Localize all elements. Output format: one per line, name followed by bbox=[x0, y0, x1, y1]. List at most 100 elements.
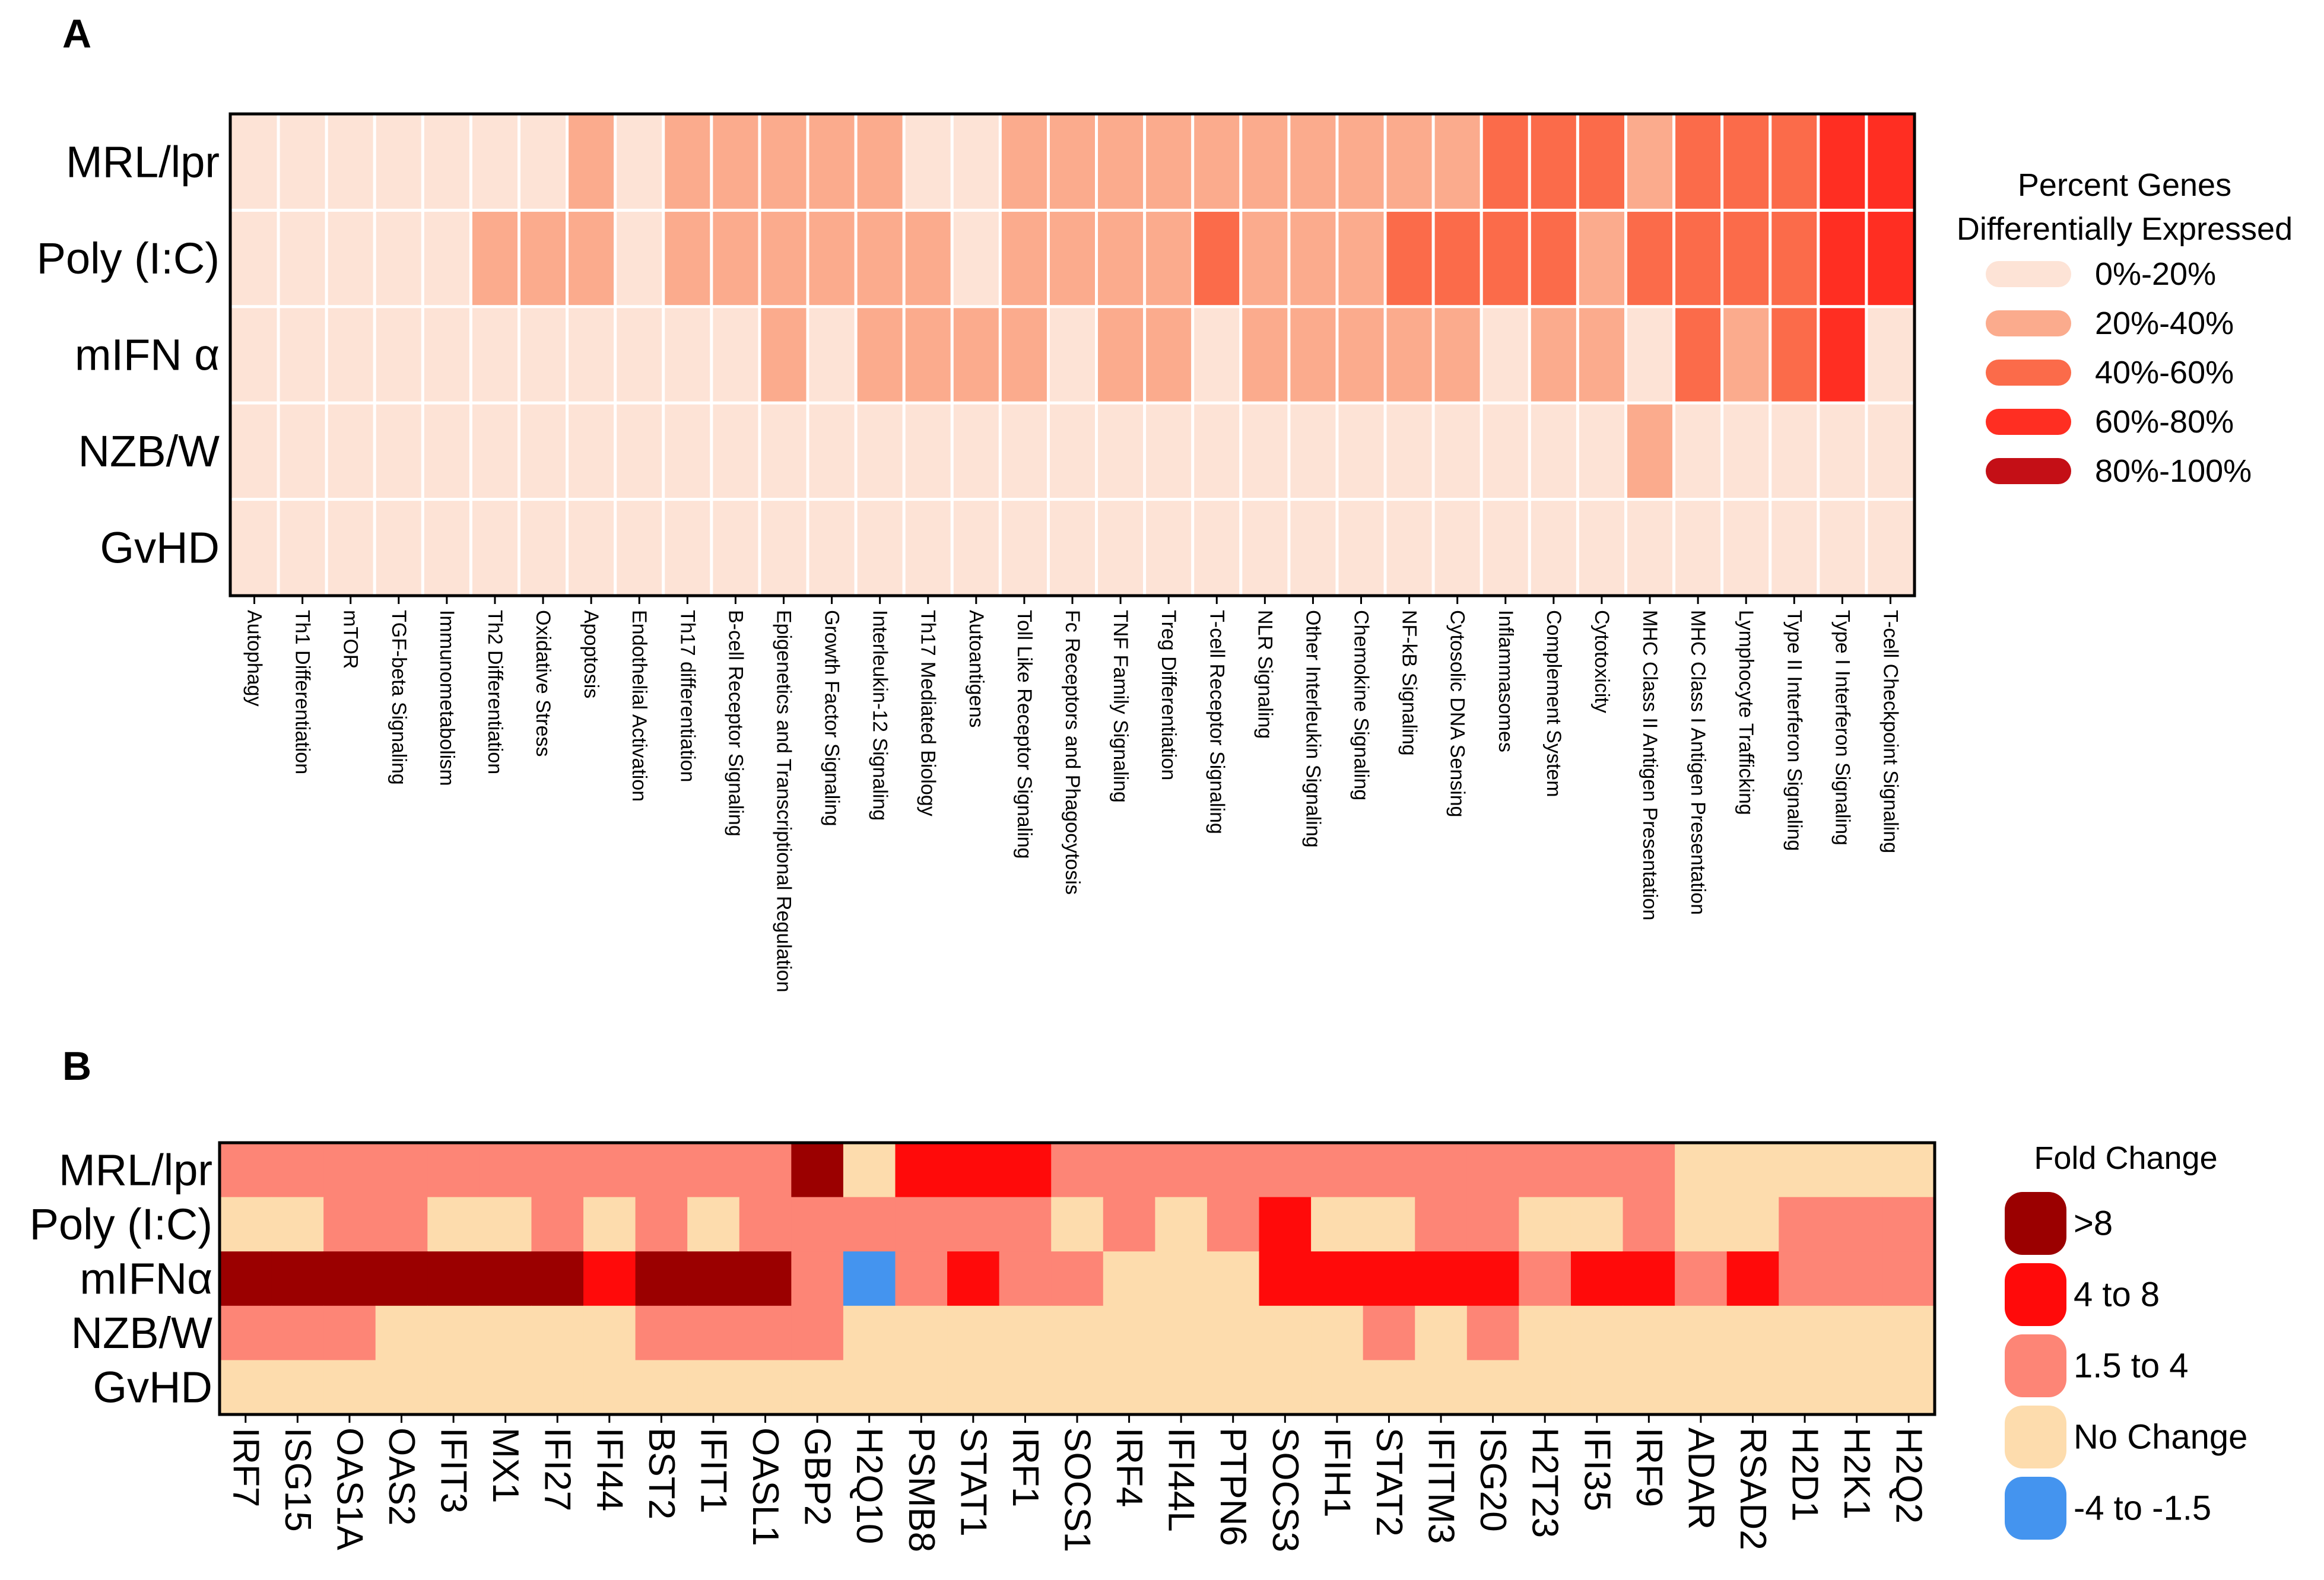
heatmap-b-cell-gvhd-bst2 bbox=[635, 1360, 688, 1415]
heatmap-a-cell-poly-i-c-fc-receptors-and-phagocytosis bbox=[1046, 208, 1098, 309]
heatmap-a-cell-nzb-w-t-cell-checkpoint-signaling bbox=[1865, 401, 1916, 501]
column-label-b-ifit3: IFIT3 bbox=[433, 1428, 474, 1514]
heatmap-a-cell-poly-i-c-epigenetics-and-transcriptional-regulation bbox=[758, 208, 809, 309]
column-label-b-oas1a: OAS1A bbox=[329, 1428, 370, 1550]
heatmap-b-cell-poly-i-c-h2q2 bbox=[1882, 1197, 1935, 1252]
column-label-a-apoptosis: Apoptosis bbox=[580, 610, 602, 698]
heatmap-b-cell-poly-i-c-mx1 bbox=[479, 1197, 532, 1252]
heatmap-a-cell-poly-i-c-lymphocyte-trafficking bbox=[1720, 208, 1772, 309]
heatmap-a-cell-gvhd-other-interleukin-signaling bbox=[1287, 498, 1339, 597]
heatmap-a-cell-nzb-w-complement-system bbox=[1528, 401, 1579, 501]
heatmap-b-cell-nzb-w-h2q10 bbox=[843, 1305, 896, 1360]
heatmap-a-cell-mifn-mhc-class-ii-antigen-presentation bbox=[1624, 305, 1676, 405]
heatmap-b-cell-mifn-mx1 bbox=[479, 1251, 532, 1306]
heatmap-a-cell-poly-i-c-treg-differentiation bbox=[1143, 208, 1195, 309]
heatmap-b-cell-poly-i-c-irf7 bbox=[220, 1197, 272, 1252]
heatmap-b-cell-mrl-lpr-psmb8 bbox=[895, 1143, 948, 1198]
heatmap-b-cell-mifn-oas2 bbox=[375, 1251, 428, 1306]
heatmap-b-cell-poly-i-c-h2q10 bbox=[843, 1197, 896, 1252]
legend-b-swatch bbox=[2005, 1477, 2066, 1540]
heatmap-a-cell-mifn-nf-kb-signaling bbox=[1383, 305, 1435, 405]
heatmap-a-cell-nzb-w-t-cell-receptor-signaling bbox=[1191, 401, 1243, 501]
column-label-a-b-cell-receptor-signaling: B-cell Receptor Signaling bbox=[724, 610, 747, 837]
legend-b-label: -4 to -1.5 bbox=[2074, 1489, 2211, 1528]
heatmap-a-cell-mifn-th2-differentiation bbox=[469, 305, 521, 405]
heatmap-b-cell-mifn-adar bbox=[1675, 1251, 1728, 1306]
heatmap-a-cell-mrl-lpr-cytotoxicity bbox=[1576, 112, 1627, 212]
heatmap-a-cell-mifn-t-cell-checkpoint-signaling bbox=[1865, 305, 1916, 405]
panel-b-legend: Fold Change >8 4 to 8 1.5 to 4 No Change -4 t… bbox=[2005, 1140, 2247, 1540]
legend-a-title-line: Percent Genes bbox=[2018, 167, 2231, 203]
heatmap-b-cell-nzb-w-oas2 bbox=[375, 1305, 428, 1360]
column-label-a-complement-system: Complement System bbox=[1542, 610, 1565, 797]
heatmap-a-cell-gvhd-chemokine-signaling bbox=[1335, 498, 1387, 597]
heatmap-b-cell-mifn-psmb8 bbox=[895, 1251, 948, 1306]
heatmap-b-cell-mifn-irf7 bbox=[220, 1251, 272, 1306]
heatmap-b-cell-mrl-lpr-stat2 bbox=[1363, 1143, 1415, 1198]
heatmap-b-cell-poly-i-c-oas1a bbox=[323, 1197, 376, 1252]
heatmap-b-cell-poly-i-c-irf1 bbox=[999, 1197, 1052, 1252]
heatmap-b-cell-nzb-w-ifit1 bbox=[687, 1305, 740, 1360]
heatmap-b-cell-poly-i-c-irf4 bbox=[1103, 1197, 1155, 1252]
heatmap-a-cell-gvhd-interleukin-12-signaling bbox=[854, 498, 906, 597]
heatmap-b-cell-gvhd-irf1 bbox=[999, 1360, 1052, 1415]
heatmap-b-cell-mifn-h2t23 bbox=[1519, 1251, 1571, 1306]
column-label-b-mx1: MX1 bbox=[485, 1428, 526, 1503]
heatmap-b-cell-gvhd-ifi27 bbox=[531, 1360, 584, 1415]
heatmap-b-cell-nzb-w-ifi44l bbox=[1155, 1305, 1208, 1360]
heatmap-a-cell-poly-i-c-complement-system bbox=[1528, 208, 1579, 309]
heatmap-b-cell-gvhd-gbp2 bbox=[791, 1360, 844, 1415]
heatmap-b-cell-gvhd-ifitm3 bbox=[1415, 1360, 1468, 1415]
heatmap-a-cell-gvhd-treg-differentiation bbox=[1143, 498, 1195, 597]
heatmap-a-cell-nzb-w-lymphocyte-trafficking bbox=[1720, 401, 1772, 501]
column-label-b-ifih1: IFIH1 bbox=[1316, 1428, 1357, 1518]
heatmap-b-cell-mrl-lpr-h2k1 bbox=[1830, 1143, 1884, 1198]
column-label-a-fc-receptors-and-phagocytosis: Fc Receptors and Phagocytosis bbox=[1061, 610, 1084, 895]
heatmap-b-cell-poly-i-c-h2t23 bbox=[1519, 1197, 1571, 1252]
heatmap-b-cell-mifn-ifit3 bbox=[427, 1251, 480, 1306]
heatmap-a-cell-mrl-lpr-nlr-signaling bbox=[1239, 112, 1291, 212]
heatmap-a-cell-poly-i-c-mhc-class-ii-antigen-presentation bbox=[1624, 208, 1676, 309]
heatmap-a-cell-gvhd-th2-differentiation bbox=[469, 498, 521, 597]
row-label-a-mifn: mIFN α bbox=[75, 330, 220, 380]
heatmap-a-cell-poly-i-c-th2-differentiation bbox=[469, 208, 521, 309]
heatmap-a-cell-mrl-lpr-lymphocyte-trafficking bbox=[1720, 112, 1772, 212]
legend-a-swatch bbox=[1986, 360, 2071, 386]
heatmap-a-cell-nzb-w-toll-like-receptor-signaling bbox=[998, 401, 1050, 501]
heatmap-a-cell-gvhd-b-cell-receptor-signaling bbox=[710, 498, 761, 597]
heatmap-b-cell-mifn-oasl1 bbox=[739, 1251, 792, 1306]
heatmap-b-cell-mifn-oas1a bbox=[323, 1251, 376, 1306]
heatmap-a-cell-nzb-w-endothelial-activation bbox=[614, 401, 665, 501]
column-label-b-oas2: OAS2 bbox=[381, 1428, 422, 1525]
row-label-b-mifn: mIFNα bbox=[80, 1254, 212, 1304]
column-label-b-h2k1: H2K1 bbox=[1836, 1428, 1877, 1519]
heatmap-b-cell-gvhd-h2d1 bbox=[1779, 1360, 1831, 1415]
heatmap-b-cell-gvhd-irf4 bbox=[1103, 1360, 1155, 1415]
panel-a-column-labels: Autophagy Th1 Differentiation mTOR TGF-beta… bbox=[243, 596, 1901, 993]
heatmap-a-cell-nzb-w-b-cell-receptor-signaling bbox=[710, 401, 761, 501]
heatmap-b-cell-mifn-h2q10 bbox=[843, 1251, 896, 1306]
heatmap-b-cell-gvhd-adar bbox=[1675, 1360, 1728, 1415]
heatmap-a-cell-mifn-mhc-class-i-antigen-presentation bbox=[1672, 305, 1724, 405]
heatmap-a-cell-nzb-w-nf-kb-signaling bbox=[1383, 401, 1435, 501]
legend-b-label: >8 bbox=[2074, 1204, 2113, 1243]
column-label-b-oasl1: OASL1 bbox=[745, 1428, 786, 1546]
heatmap-a-cell-mrl-lpr-treg-differentiation bbox=[1143, 112, 1195, 212]
heatmap-b-cell-nzb-w-bst2 bbox=[635, 1305, 688, 1360]
heatmap-a-cell-mrl-lpr-inflammasomes bbox=[1480, 112, 1531, 212]
heatmap-a-cell-mrl-lpr-tnf-family-signaling bbox=[1095, 112, 1147, 212]
row-label-a-gvhd: GvHD bbox=[100, 523, 220, 572]
column-label-a-toll-like-receptor-signaling: Toll Like Receptor Signaling bbox=[1013, 610, 1036, 859]
heatmap-a-cell-mifn-oxidative-stress bbox=[517, 305, 569, 405]
column-label-b-ifi27: IFI27 bbox=[537, 1428, 578, 1511]
heatmap-b-cell-mrl-lpr-isg15 bbox=[271, 1143, 324, 1198]
heatmap-a-cell-nzb-w-other-interleukin-signaling bbox=[1287, 401, 1339, 501]
heatmap-b-cell-mrl-lpr-rsad2 bbox=[1726, 1143, 1779, 1198]
heatmap-a-cell-mifn-tgf-beta-signaling bbox=[373, 305, 424, 405]
heatmap-b-cell-gvhd-ifi44l bbox=[1155, 1360, 1208, 1415]
heatmap-b-cell-mifn-ifi44 bbox=[583, 1251, 636, 1306]
heatmap-a-cell-poly-i-c-t-cell-receptor-signaling bbox=[1191, 208, 1243, 309]
heatmap-a-cell-gvhd-complement-system bbox=[1528, 498, 1579, 597]
heatmap-a-cell-poly-i-c-apoptosis bbox=[566, 208, 617, 309]
heatmap-a-cell-mrl-lpr-interleukin-12-signaling bbox=[854, 112, 906, 212]
